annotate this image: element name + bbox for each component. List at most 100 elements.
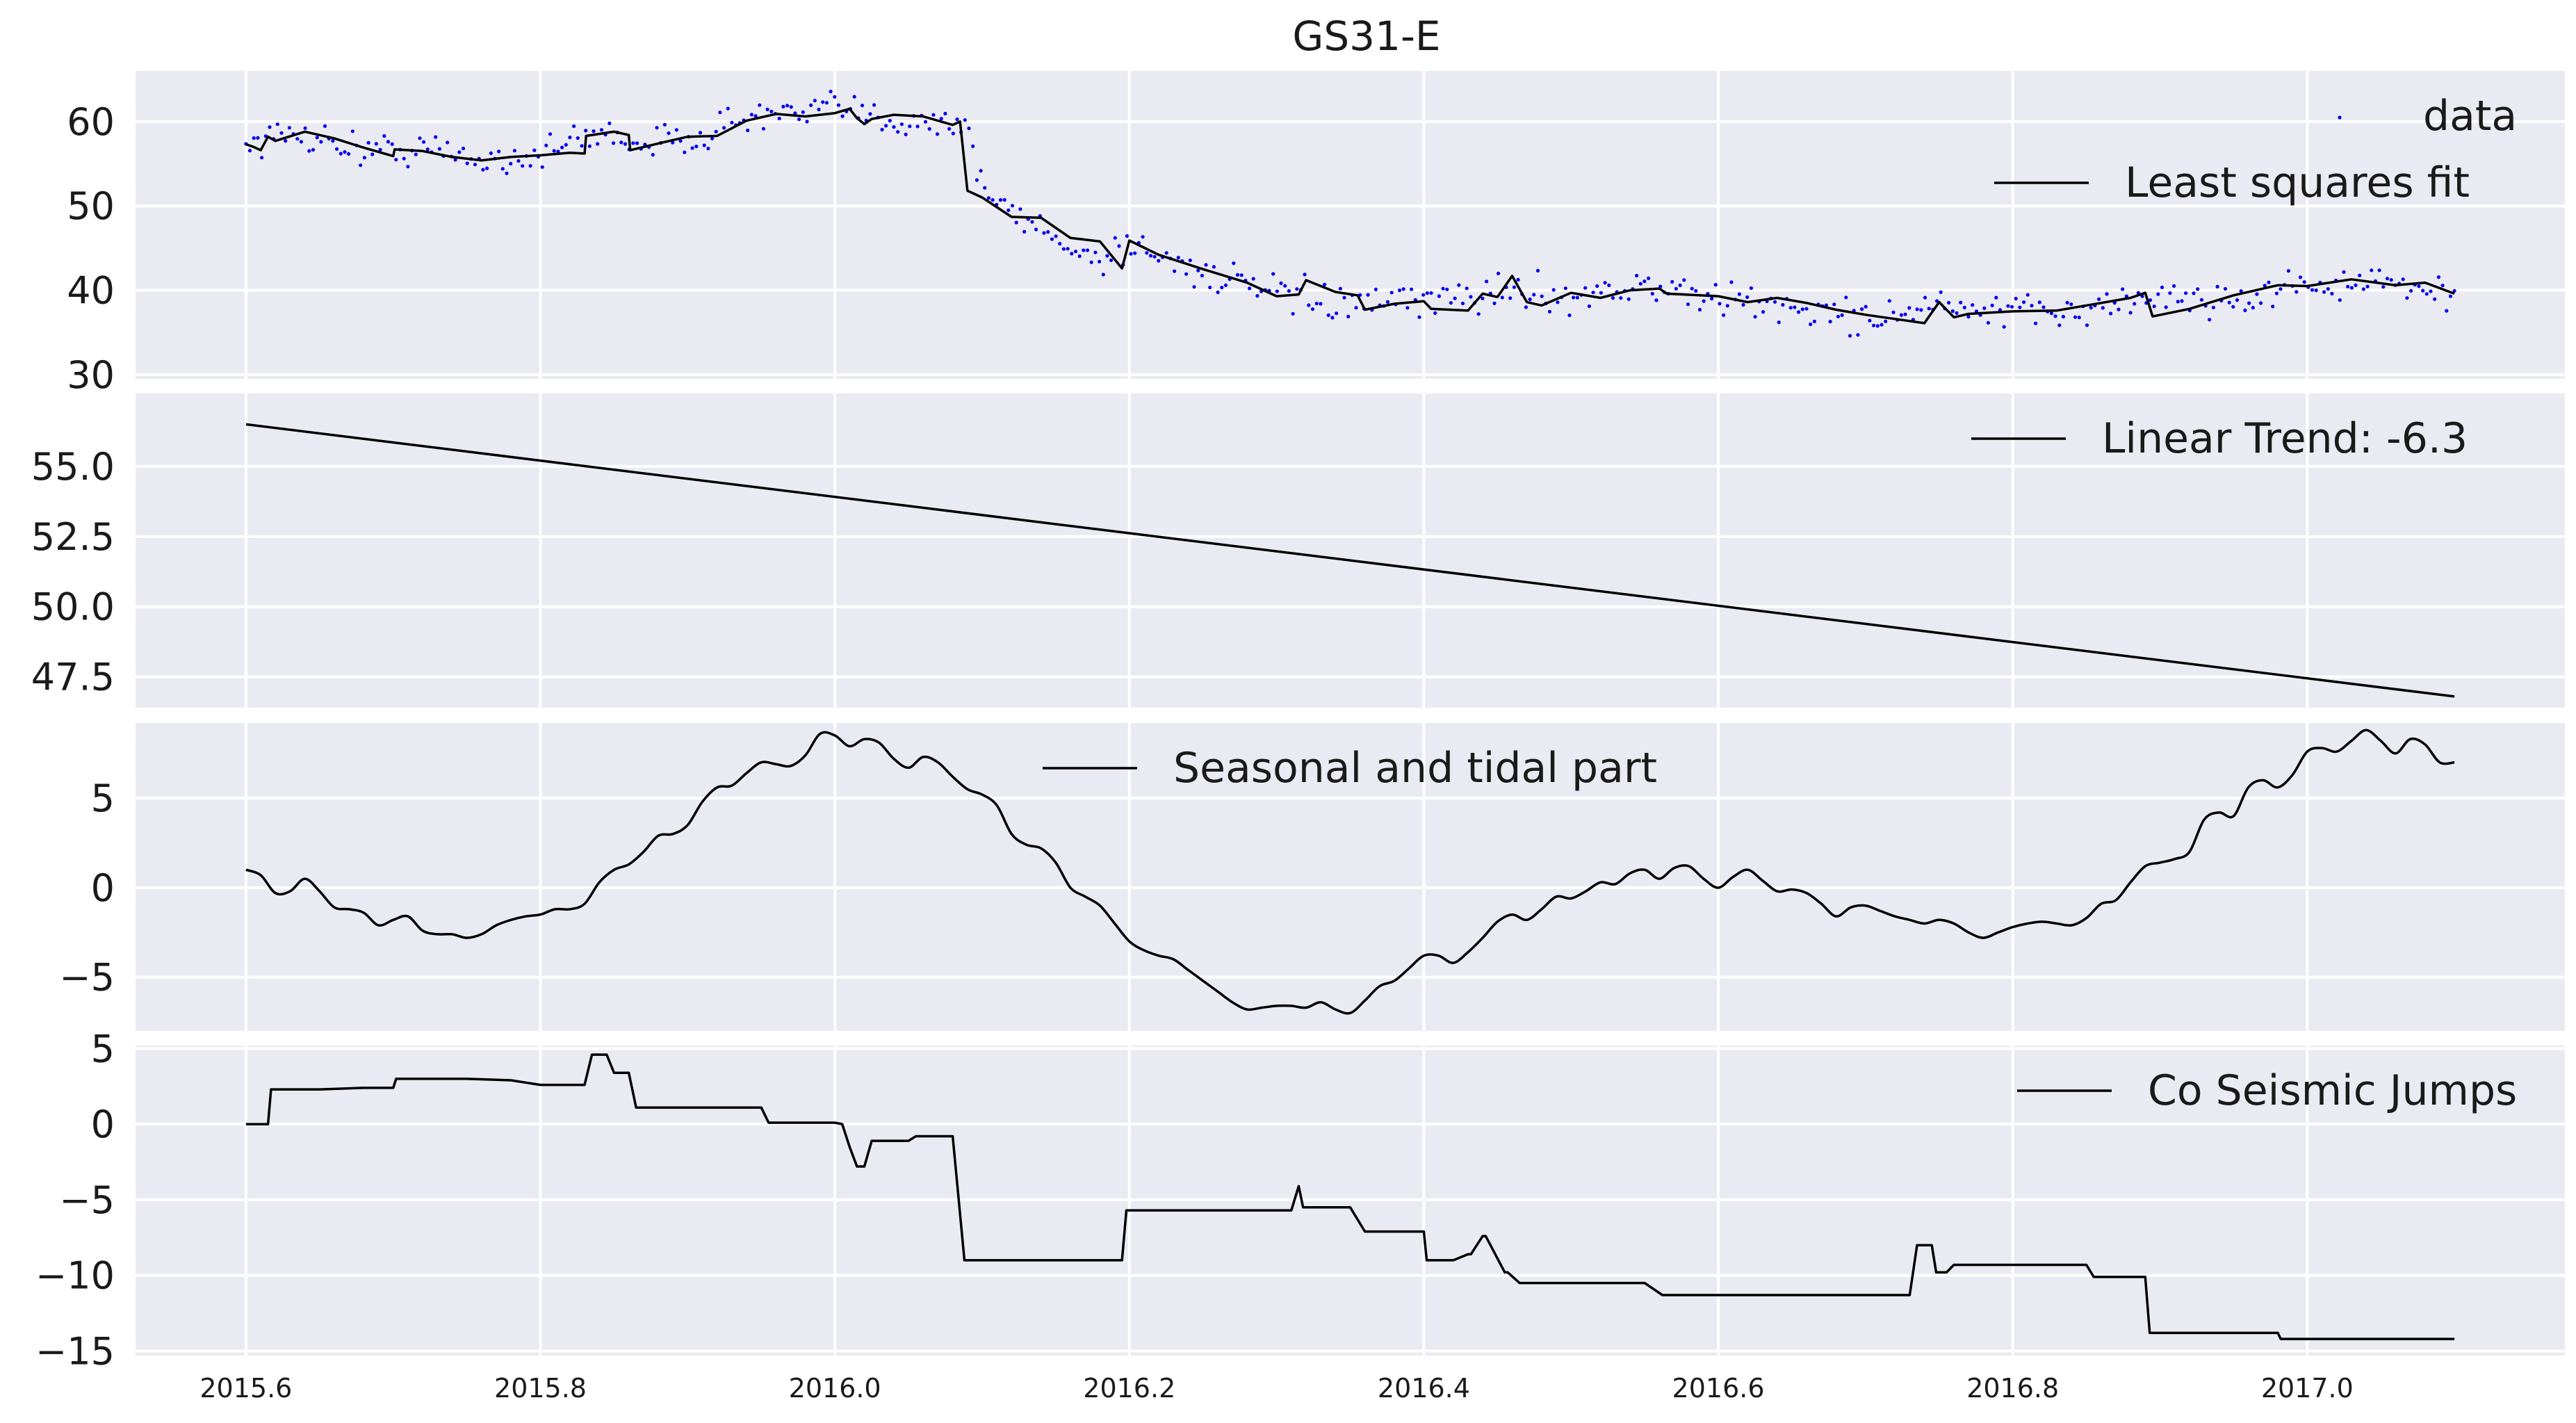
data-point [406,165,410,169]
data-point [1125,234,1129,238]
data-point [532,148,537,152]
data-point [2243,308,2247,312]
data-point [833,95,837,99]
data-point [1939,290,1943,294]
data-point [899,122,904,127]
data-point [339,152,343,156]
data-point [2381,285,2386,289]
data-point [2022,300,2026,304]
data-point [1832,302,1836,307]
data-point [2101,306,2105,310]
data-point [512,149,517,153]
data-point [1903,312,1907,316]
data-point [951,131,955,136]
data-point [2349,286,2354,290]
data-point [2259,301,2263,305]
data-point [2002,325,2006,329]
data-point [979,169,983,173]
data-point [1563,286,1567,291]
data-point [1429,291,1433,295]
data-point [746,128,750,133]
chart-title: GS31-E [1292,13,1440,60]
data-point [394,158,398,162]
legend: Co Seismic Jumps [2017,1066,2517,1115]
data-point [821,100,825,104]
data-point [852,95,856,99]
data-point [256,136,260,140]
data-point [1291,311,1295,316]
data-point [1907,306,1911,310]
x-tick-label: 2016.6 [1672,1373,1765,1404]
data-point [284,139,288,143]
data-point [1425,291,1429,295]
data-point [1702,299,1706,303]
data-point [2231,304,2235,309]
data-point [564,143,568,147]
data-point [331,139,335,143]
data-point [1105,254,1109,258]
data-point [2057,323,2062,327]
data-point [1587,304,1591,309]
data-point [1101,273,1105,277]
data-point [1647,276,1651,280]
data-point [335,147,339,151]
data-point [1417,315,1421,319]
data-point [1868,318,1872,323]
data-point [1800,307,1804,311]
data-point [2176,300,2180,304]
data-point [892,125,896,129]
data-point [1319,302,1323,306]
data-point [939,117,943,121]
data-point [1157,259,1161,263]
y-tick-label: −5 [59,1178,115,1222]
data-point [303,126,307,130]
data-point [461,146,466,151]
data-point [706,147,710,151]
x-axis-tick-labels: 2015.6 2015.8 2016.0 2016.2 2016.4 2016.6 2016… [199,1373,2353,1404]
data-point [1117,244,1121,248]
data-point [1449,301,1453,305]
data-point [1603,281,1607,285]
data-point [1164,251,1168,255]
y-tick-label: −10 [35,1254,115,1298]
data-point [540,165,544,169]
data-point [505,171,509,175]
data-point [2338,298,2342,302]
data-point [2326,287,2330,291]
x-tick-label: 2016.2 [1083,1373,1175,1404]
data-point [758,103,762,107]
data-point [1607,283,1611,287]
data-point [2061,314,2065,319]
data-point [1971,303,1975,307]
data-point [1753,315,1757,319]
data-point [307,149,311,153]
data-point [1986,320,1990,325]
data-point [1722,313,1726,317]
data-point [1022,229,1027,234]
data-point [1710,297,1714,301]
y-tick-label: 47.5 [31,656,115,699]
data-point [967,127,971,131]
data-point [378,147,382,152]
data-point [2421,288,2425,293]
legend-label: Seasonal and tidal part [1173,744,1657,792]
data-point [1804,307,1809,311]
data-point [2041,305,2046,309]
data-point [473,163,478,167]
data-point [2330,291,2334,295]
data-point [2354,283,2358,287]
data-point [1836,314,1841,318]
data-point [362,156,367,160]
data-point [252,136,256,140]
data-point [1133,251,1137,255]
data-point [1551,288,1556,292]
data-point [2030,304,2034,308]
data-point [2077,316,2081,320]
data-point [366,140,370,145]
data-point [1749,286,1753,291]
data-point [1481,296,1485,300]
data-point [1670,279,1674,284]
data-point [1884,319,1888,323]
data-point [2133,302,2137,306]
data-point [2342,270,2346,274]
